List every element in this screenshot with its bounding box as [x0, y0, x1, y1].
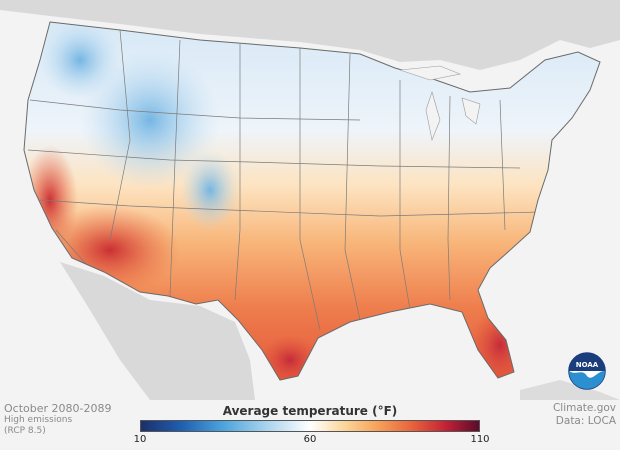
lake-michigan	[425, 90, 441, 142]
us-outline	[23, 21, 601, 381]
scenario-rcp-label: (RCP 8.5)	[4, 426, 46, 436]
noaa-logo-icon: NOAA	[568, 352, 606, 390]
canada-landmass	[0, 0, 620, 70]
noaa-logo-text: NOAA	[576, 361, 599, 369]
lake-huron	[461, 97, 481, 125]
period-label: October 2080-2089	[4, 402, 112, 415]
period-caption: October 2080-2089 High emissions (RCP 8.…	[4, 402, 111, 437]
color-scale-bar	[140, 420, 480, 432]
legend-min-label: 10	[133, 434, 147, 445]
mexico-landmass	[60, 262, 255, 400]
lake-superior	[399, 65, 462, 81]
legend-title: Average temperature (°F)	[222, 404, 398, 418]
scenario-label: High emissions	[4, 415, 73, 425]
caribbean-landmass	[520, 380, 620, 400]
source-caption: Climate.gov Data: LOCA	[553, 402, 616, 428]
state-borders	[27, 29, 541, 331]
data-source-label: Data: LOCA	[555, 415, 616, 427]
us-temperature-field	[24, 22, 600, 380]
source-label: Climate.gov	[552, 402, 616, 414]
temperature-map	[0, 0, 620, 400]
legend-max-label: 110	[470, 434, 490, 445]
legend-mid-label: 60	[303, 434, 317, 445]
